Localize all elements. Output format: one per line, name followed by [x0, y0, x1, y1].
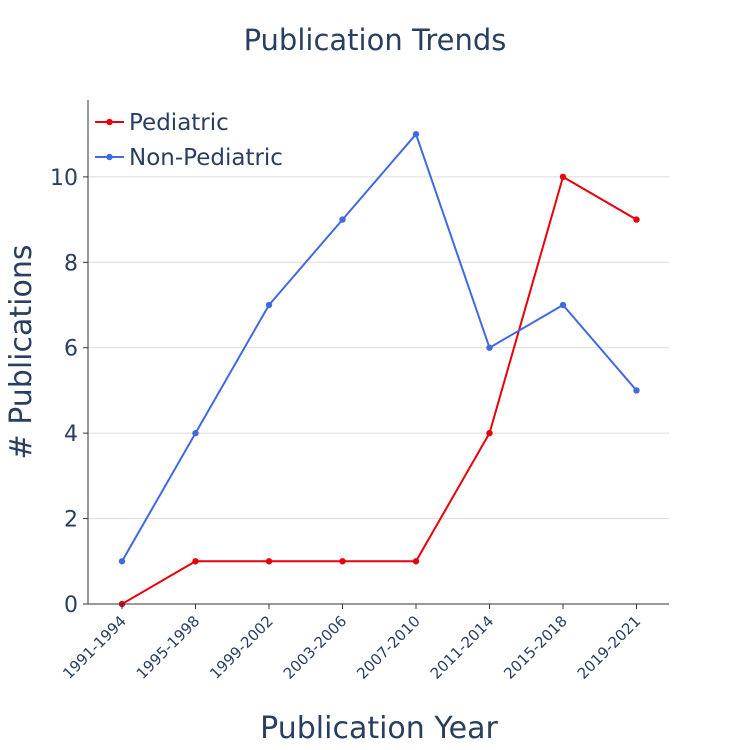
non-pediatric-point — [412, 130, 420, 138]
non-pediatric-point — [192, 429, 199, 437]
axes — [87, 100, 669, 605]
y-axis-ticks: 0 2 4 6 8 10 — [50, 166, 88, 618]
non-pediatric-point — [633, 387, 640, 394]
y-tick-label: 4 — [64, 422, 78, 447]
y-tick-label: 10 — [50, 166, 78, 191]
y-tick-label: 0 — [64, 593, 78, 618]
series-non-pediatric — [118, 130, 640, 565]
non-pediatric-point — [118, 558, 126, 565]
chart-title: Publication Trends — [244, 23, 507, 57]
x-tick-label: 2011-2014 — [427, 612, 498, 683]
pediatric-point — [486, 429, 493, 437]
x-tick-label: 2015-2018 — [500, 612, 571, 683]
pediatric-point — [633, 216, 640, 223]
x-axis-title: Publication Year — [260, 711, 498, 746]
legend-label: Non-Pediatric — [129, 145, 283, 171]
pediatric-point — [192, 558, 199, 565]
non-pediatric-point — [559, 301, 567, 309]
legend-swatch-marker — [106, 118, 113, 126]
legend-swatch-marker — [106, 153, 113, 161]
legend: Pediatric Non-Pediatric — [95, 110, 283, 171]
x-tick-label: 1995-1998 — [133, 612, 204, 683]
pediatric-point — [339, 558, 346, 565]
non-pediatric-point — [265, 301, 273, 309]
x-tick-label: 1991-1994 — [59, 612, 130, 683]
pediatric-point — [412, 558, 420, 565]
pediatric-line — [121, 175, 638, 605]
y-axis-title: # Publications — [4, 245, 39, 460]
legend-label: Pediatric — [129, 110, 229, 136]
y-tick-label: 6 — [64, 337, 78, 362]
x-tick-label: 2019-2021 — [574, 612, 645, 683]
legend-item-non-pediatric: Non-Pediatric — [95, 145, 283, 171]
pediatric-point — [265, 558, 273, 565]
non-pediatric-point — [486, 344, 493, 351]
non-pediatric-point — [339, 216, 346, 223]
x-tick-label: 1999-2002 — [206, 612, 277, 683]
series-pediatric — [118, 173, 640, 608]
legend-item-pediatric: Pediatric — [95, 110, 229, 136]
x-tick-label: 2003-2006 — [280, 612, 351, 683]
pediatric-point — [559, 173, 567, 181]
y-tick-label: 2 — [64, 508, 78, 533]
y-tick-label: 8 — [64, 251, 78, 276]
series-layer — [118, 130, 640, 608]
x-tick-label: 2007-2010 — [353, 612, 424, 683]
non-pediatric-line — [121, 133, 638, 562]
x-axis-ticks: 1991-1994 1995-1998 1999-2002 2003-2006 2007… — [59, 604, 644, 683]
